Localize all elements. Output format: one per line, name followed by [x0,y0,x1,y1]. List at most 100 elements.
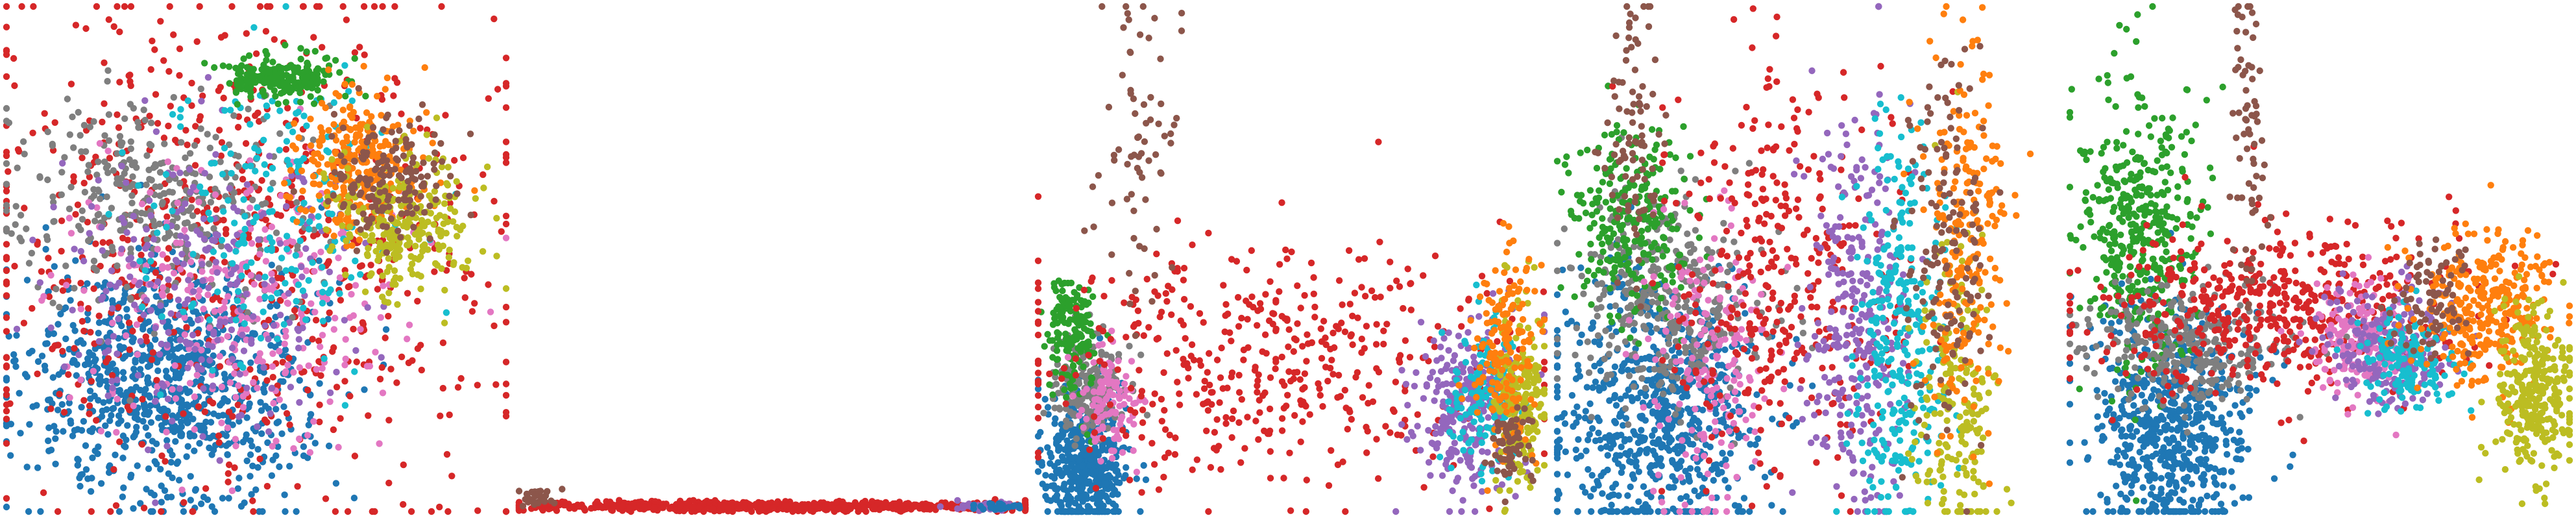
point [177,123,184,130]
point [10,55,18,62]
point [224,424,232,432]
point [119,432,127,439]
point [374,286,382,293]
point [87,487,95,495]
point [228,3,236,10]
point [86,123,94,130]
point [309,206,316,214]
point [104,338,112,345]
point [162,180,169,188]
point [119,299,127,306]
point [157,465,164,473]
point [315,358,322,365]
point [280,403,287,410]
point [79,317,86,325]
point [114,395,121,402]
point [229,413,236,420]
point [400,500,407,508]
point [400,461,407,469]
point [183,324,190,331]
point [200,236,208,243]
point [345,283,352,291]
point [411,189,419,196]
point [77,248,84,255]
point [205,209,212,217]
point [184,241,191,248]
point [99,247,106,254]
point [145,197,153,204]
point [309,336,316,343]
point [191,447,198,454]
point [409,357,416,364]
point [212,258,219,265]
point [3,354,10,361]
point [56,391,63,398]
point [106,417,114,425]
point [337,152,345,159]
point [1088,469,1095,476]
point [350,495,358,502]
point [192,123,199,130]
point [106,281,114,288]
point [151,330,158,338]
point [85,162,92,169]
point [126,346,133,353]
point [233,77,240,84]
point [325,66,332,73]
point [147,419,155,426]
point [253,154,261,162]
point [1011,502,1019,509]
point [369,508,376,515]
point [241,225,249,233]
point [285,290,292,297]
point [106,154,114,162]
point [383,157,391,164]
point [105,111,113,118]
point [86,410,93,417]
point [103,358,110,365]
point [165,276,172,283]
point [241,320,249,327]
point [108,378,115,385]
point [276,147,283,154]
point [420,159,427,166]
point [363,251,371,258]
point [67,420,75,427]
point [359,149,367,156]
point [56,304,63,311]
point [353,247,361,254]
point [278,65,286,72]
point [189,331,197,339]
point [123,284,130,291]
point [77,280,84,287]
point [169,474,176,482]
point [77,482,84,490]
point [98,224,105,231]
point [254,423,261,430]
point [167,310,175,317]
point [162,234,169,242]
point [487,308,494,315]
point [389,184,397,192]
point [393,79,401,86]
point [202,418,210,426]
point [145,166,152,173]
point [221,298,228,306]
point [152,128,160,135]
point [252,167,259,175]
point [143,297,151,304]
point [170,269,178,277]
point [165,122,172,130]
point [260,308,267,315]
point [238,272,245,280]
point [194,316,202,324]
point [250,24,258,31]
point [114,175,121,182]
point [249,196,256,204]
point [365,134,372,142]
point [418,366,425,374]
point [138,304,146,311]
point [121,291,128,298]
point [3,105,10,112]
point [282,508,289,515]
